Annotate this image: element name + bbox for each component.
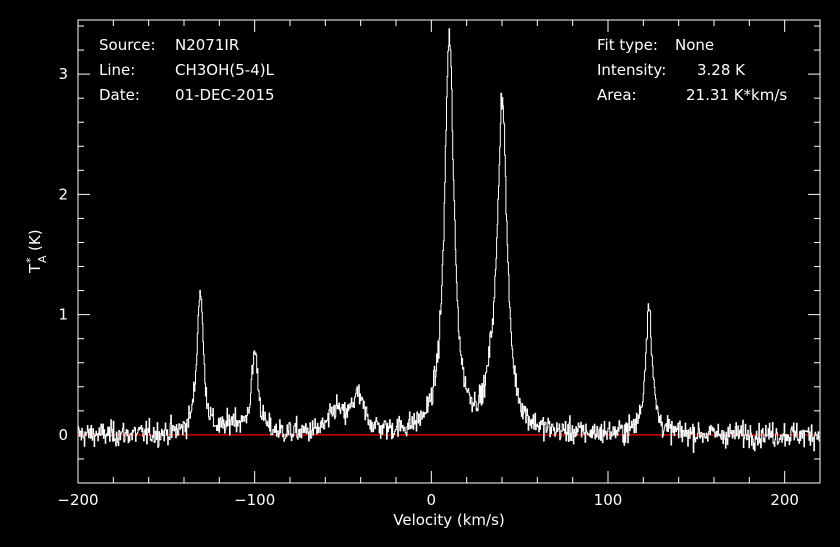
date-value: 01-DEC-2015 <box>175 86 275 104</box>
y-tick-label: 3 <box>58 65 68 83</box>
spectrum-series-line <box>78 28 821 453</box>
y-axis-label: T * A (K) <box>24 229 49 274</box>
date-label: Date: <box>99 86 140 104</box>
y-tick-label: 0 <box>58 426 68 444</box>
y-tick-label: 2 <box>58 185 68 203</box>
area-value: 21.31 K*km/s <box>686 86 787 104</box>
area-label: Area: <box>597 86 637 104</box>
x-tick-label: −200 <box>57 491 98 509</box>
x-tick-label: −100 <box>234 491 275 509</box>
source-value: N2071IR <box>175 36 239 54</box>
fit-type-value: None <box>675 36 714 54</box>
plot-frame <box>77 19 821 484</box>
line-label: Line: <box>99 61 135 79</box>
source-label: Source: <box>99 36 156 54</box>
y-tick-label: 1 <box>58 306 68 324</box>
x-tick-label: 200 <box>770 491 799 509</box>
y-axis-label-subscript: A <box>36 255 49 263</box>
y-axis-label-unit: (K) <box>26 229 44 251</box>
axis-ticks: −200 −100 0 100 200 0 1 2 3 <box>57 20 821 509</box>
x-tick-label: 100 <box>594 491 623 509</box>
fit-type-label: Fit type: <box>597 36 658 54</box>
line-value: CH3OH(5-4)L <box>175 61 275 79</box>
intensity-value: 3.28 K <box>697 61 746 79</box>
y-axis-label-superscript: * <box>24 257 37 263</box>
header-info-left: Source: N2071IR Line: CH3OH(5-4)L Date: … <box>99 36 275 104</box>
y-axis-label-symbol: T <box>26 263 44 274</box>
x-axis-label: Velocity (km/s) <box>393 511 504 529</box>
intensity-label: Intensity: <box>597 61 666 79</box>
x-tick-label: 0 <box>427 491 437 509</box>
header-info-right: Fit type: None Intensity: 3.28 K Area: 2… <box>597 36 787 104</box>
